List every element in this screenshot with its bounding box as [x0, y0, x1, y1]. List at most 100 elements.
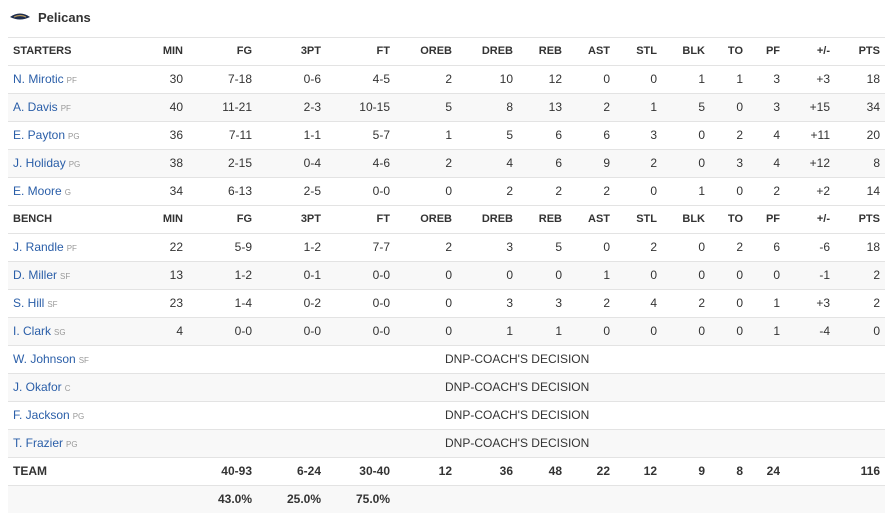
player-name[interactable]: F. Jackson [13, 408, 70, 422]
player-name[interactable]: E. Moore [13, 184, 62, 198]
stat-cell: 2 [736, 128, 743, 142]
stat-cell: 0-1 [303, 268, 321, 282]
team-percentage: 75.0% [355, 492, 390, 506]
percent-row: 43.0% 25.0% 75.0% [8, 485, 885, 513]
stat-cell: 36 [169, 128, 183, 142]
dnp-note: DNP-COACH'S DECISION [445, 408, 590, 422]
stat-cell: 1 [773, 324, 780, 338]
team-stat: 8 [736, 464, 743, 478]
stat-cell: 2 [773, 184, 780, 198]
player-name[interactable]: I. Clark [13, 324, 52, 338]
player-name[interactable]: S. Hill [13, 296, 45, 310]
column-header: BLK [682, 213, 705, 225]
stat-cell: 4 [773, 156, 780, 170]
player-position: PF [66, 244, 77, 253]
stat-cell: 0 [650, 324, 657, 338]
stat-cell: +11 [810, 128, 830, 142]
stat-cell: 0 [445, 268, 452, 282]
player-cell: F. Jackson PG [13, 402, 84, 430]
column-header: FG [236, 213, 252, 225]
player-row: J. Randle PF 22 5-9 1-2 7-7 2 3 5 0 2 0 2 6 -6 18 [8, 233, 885, 261]
stat-cell: 13 [169, 268, 183, 282]
stat-cell: -4 [819, 324, 830, 338]
section-label: STARTERS [13, 45, 72, 57]
column-header: MIN [162, 213, 183, 225]
stat-cell: 4 [176, 324, 183, 338]
player-cell: I. Clark SG [13, 318, 66, 346]
player-position: PG [66, 440, 78, 449]
stat-cell: 0-0 [372, 296, 390, 310]
team-row: TEAM 40-93 6-24 30-40 12 36 48 22 12 9 8 24 116 [8, 457, 885, 485]
player-name[interactable]: J. Okafor [13, 380, 62, 394]
player-row: E. Moore G 34 6-13 2-5 0-0 0 2 2 2 0 1 0 2 +2 14 [8, 177, 885, 205]
stat-cell: 34 [169, 184, 183, 198]
column-header: STL [636, 45, 657, 57]
player-name[interactable]: J. Randle [13, 240, 64, 254]
player-name[interactable]: N. Mirotic [13, 72, 64, 86]
player-name[interactable]: T. Frazier [13, 436, 64, 450]
player-name[interactable]: J. Holiday [13, 156, 66, 170]
team-stat: 12 [643, 464, 657, 478]
stat-cell: 0 [506, 268, 513, 282]
column-header: STL [636, 213, 657, 225]
player-position: PG [68, 160, 81, 169]
player-row: F. Jackson PG DNP-COACH'S DECISION [8, 401, 885, 429]
stat-cell: 3 [506, 240, 513, 254]
stat-cell: 1 [603, 268, 610, 282]
stat-cell: 0 [603, 324, 610, 338]
stat-cell: 10 [499, 72, 513, 86]
stat-cell: 0-0 [372, 324, 390, 338]
player-cell: W. Johnson SF [13, 346, 89, 374]
player-position: SF [47, 300, 58, 309]
player-cell: J. Okafor C [13, 374, 70, 402]
player-name[interactable]: W. Johnson [13, 352, 76, 366]
column-header: MIN [162, 45, 183, 57]
player-row: J. Okafor C DNP-COACH'S DECISION [8, 373, 885, 401]
team-stat: 6-24 [296, 464, 321, 478]
stat-cell: 0 [736, 324, 743, 338]
player-name[interactable]: E. Payton [13, 128, 66, 142]
stat-cell: 2 [445, 240, 452, 254]
stat-cell: 6 [773, 240, 780, 254]
stat-cell: 0 [445, 324, 452, 338]
stat-cell: 12 [548, 72, 562, 86]
stat-cell: 6 [555, 128, 562, 142]
column-header: DREB [481, 213, 513, 225]
column-header: BLK [682, 45, 705, 57]
stat-cell: 0-0 [303, 324, 321, 338]
player-position: SF [60, 272, 71, 281]
player-position: PF [60, 104, 71, 113]
player-row: A. Davis PF 40 11-21 2-3 10-15 5 8 13 2 1 5 0 3 +15 34 [8, 93, 885, 121]
stat-cell: 4-5 [372, 72, 390, 86]
stat-cell: 0-4 [303, 156, 321, 170]
team-logo [10, 13, 30, 20]
player-name[interactable]: D. Miller [13, 268, 57, 282]
stat-cell: 40 [169, 100, 183, 114]
stat-cell: 1 [506, 324, 513, 338]
player-name[interactable]: A. Davis [13, 100, 58, 114]
player-cell: A. Davis PF [13, 94, 71, 122]
stat-cell: 3 [773, 100, 780, 114]
stat-cell: 3 [555, 296, 562, 310]
column-header: TO [727, 45, 743, 57]
stat-cell: 1-4 [234, 296, 252, 310]
stat-cell: 0-6 [303, 72, 321, 86]
stat-cell: 2 [873, 296, 880, 310]
stat-cell: +3 [816, 296, 830, 310]
player-position: SF [78, 356, 89, 365]
stat-cell: +2 [816, 184, 830, 198]
stat-cell: 10-15 [359, 100, 390, 114]
column-header: AST [588, 45, 610, 57]
player-cell: N. Mirotic PF [13, 66, 77, 94]
stat-cell: 7-18 [227, 72, 252, 86]
player-row: S. Hill SF 23 1-4 0-2 0-0 0 3 3 2 4 2 0 1 +3 2 [8, 289, 885, 317]
column-header: 3PT [300, 45, 321, 57]
column-header: DREB [481, 45, 513, 57]
stat-cell: 9 [603, 156, 610, 170]
stat-cell: -6 [819, 240, 830, 254]
section-header-row: STARTERS MIN FG 3PT FT OREB DREB REB AST STL BLK TO… [8, 37, 885, 65]
stat-cell: 11-21 [222, 100, 252, 114]
player-row: D. Miller SF 13 1-2 0-1 0-0 0 0 0 1 0 0 0 0 -1 2 [8, 261, 885, 289]
stat-cell: 1 [698, 72, 705, 86]
team-percentage: 25.0% [286, 492, 321, 506]
